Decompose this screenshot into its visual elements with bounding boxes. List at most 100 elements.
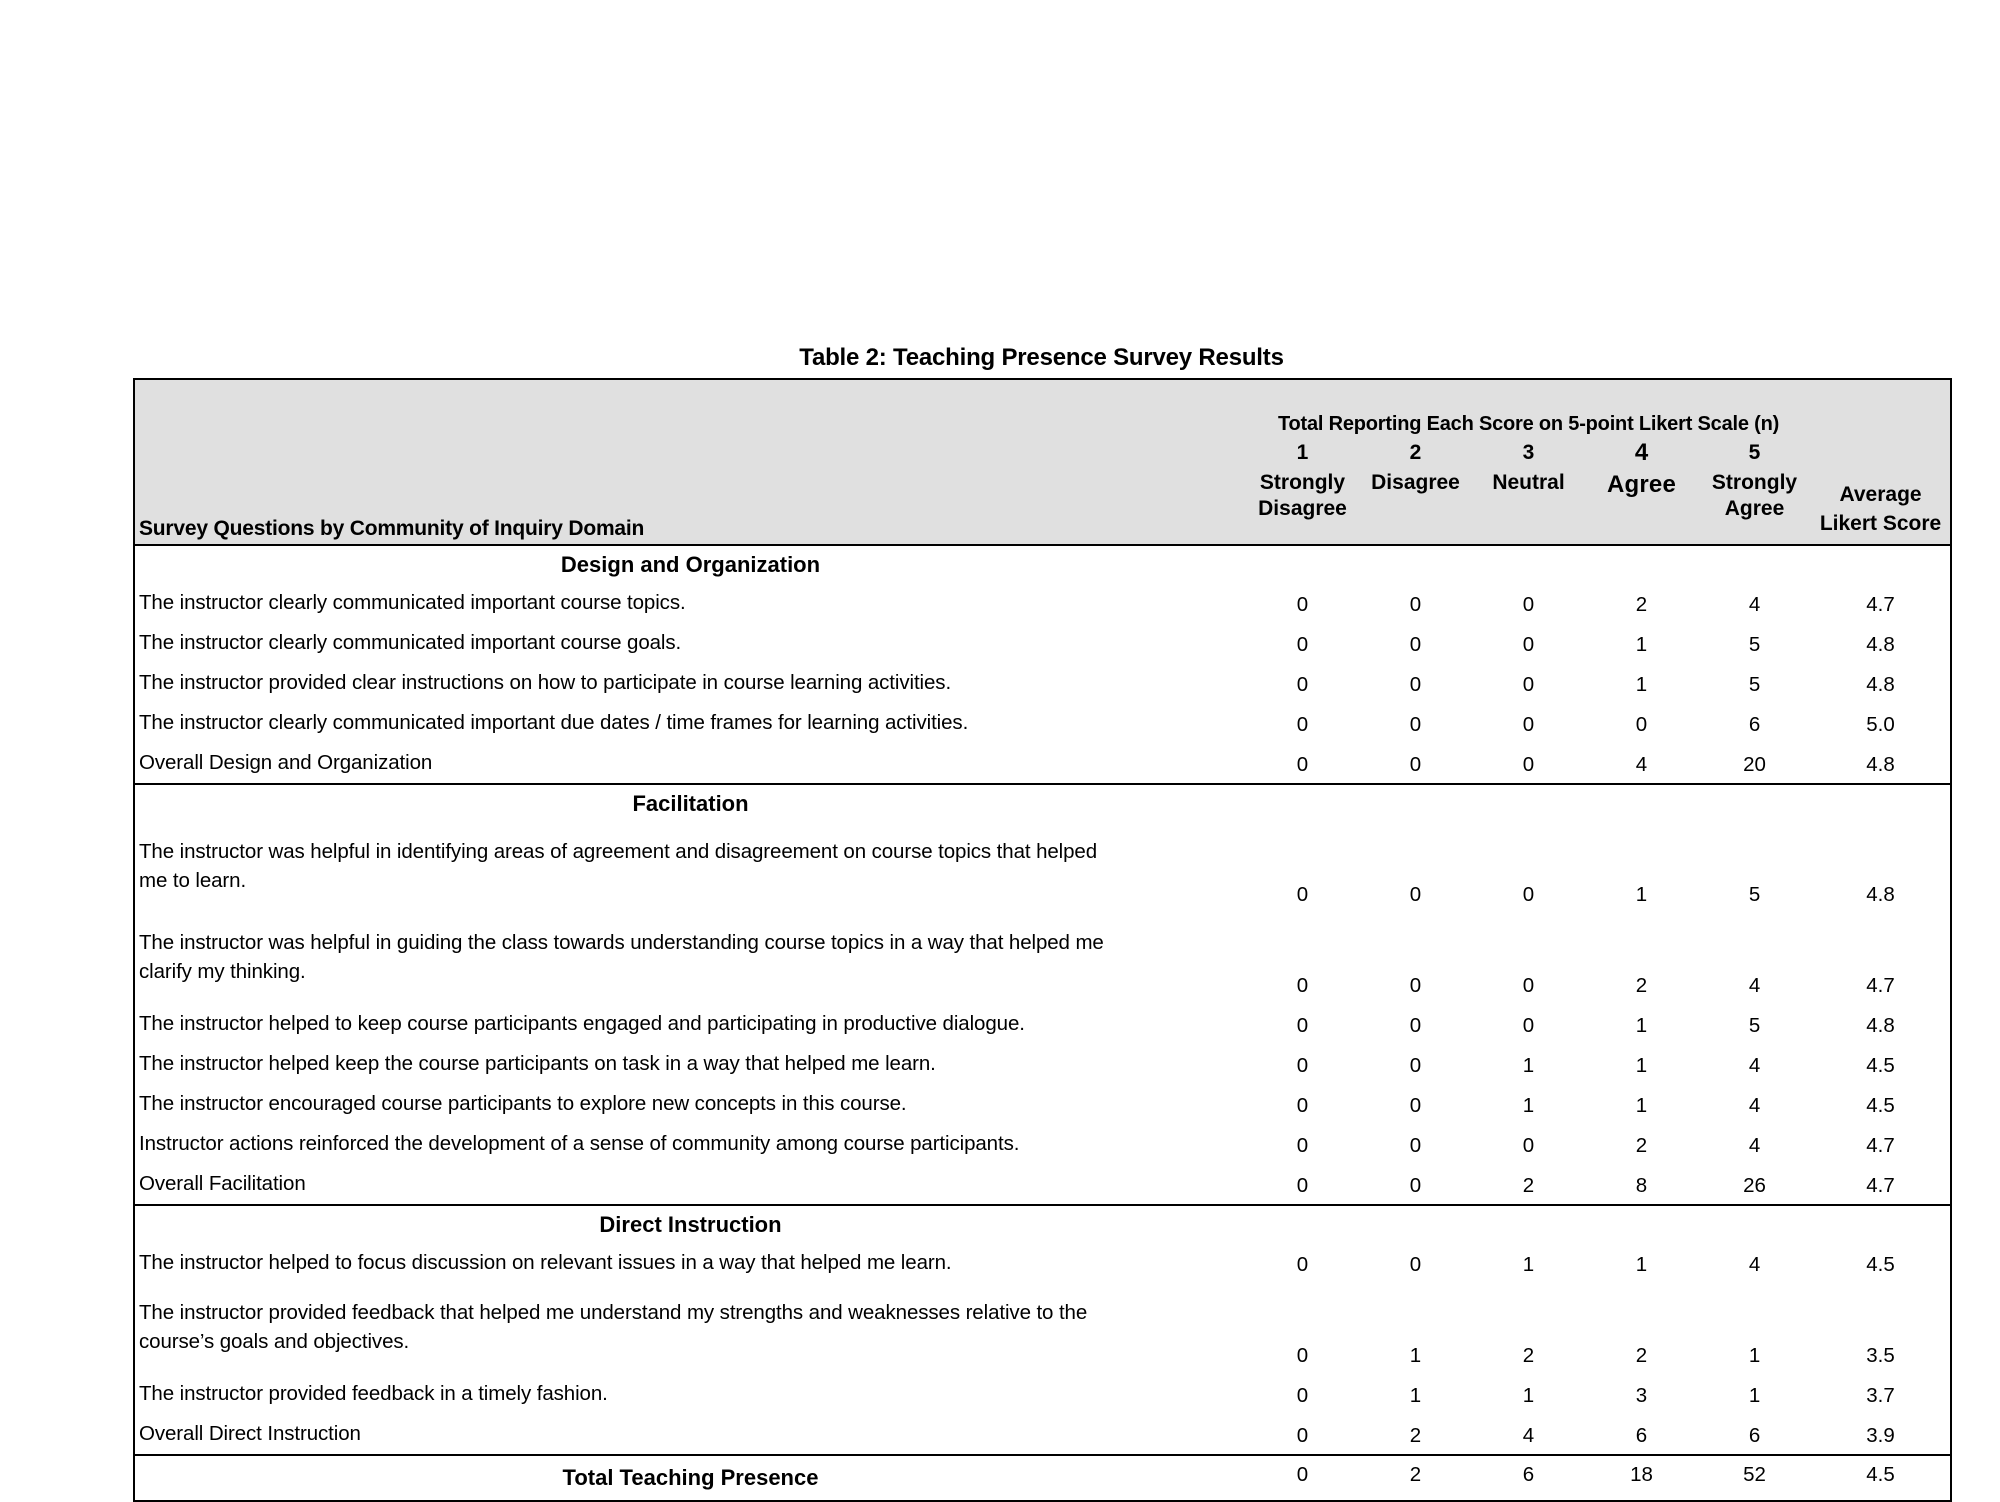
score-value-cell: 0: [1409, 1094, 1422, 1117]
score-value-cell: 0: [1296, 633, 1309, 656]
score-column-label-4: Agree: [1585, 469, 1698, 545]
score-value-cell: 6: [1635, 1424, 1648, 1447]
average-value-cell: 4.5: [1866, 1054, 1895, 1077]
empty-cell: [1698, 783, 1812, 822]
score-value-cell: 2: [1522, 1344, 1535, 1367]
score-value-cell: 52: [1698, 1454, 1812, 1501]
average-value-cell: 4.8: [1866, 633, 1895, 656]
score-value-cell: 0: [1296, 883, 1309, 906]
average-value-cell: 4.5: [1866, 1253, 1895, 1276]
average-value-cell: 4.8: [1866, 673, 1895, 696]
table-body: Design and Organization The instructor cl…: [134, 544, 1952, 1501]
score-value-cell: 0: [1246, 1454, 1359, 1501]
empty-cell: [1811, 783, 1952, 822]
score-value-cell: 0: [1409, 713, 1422, 736]
score-value-cell: 0: [1296, 713, 1309, 736]
section-header-row: Design and Organization: [134, 544, 1952, 583]
score-value-cell: 4: [1522, 1424, 1535, 1447]
score-value-cell: 8: [1635, 1174, 1648, 1197]
score-value-cell: 0: [1296, 1344, 1309, 1367]
score-value-cell: 3: [1635, 1384, 1648, 1407]
score-value-cell: 0: [1296, 1094, 1309, 1117]
score-value-cell: 1: [1409, 1384, 1422, 1407]
question-cell: The instructor provided feedback in a ti…: [139, 1382, 608, 1405]
score-value-cell: 0: [1522, 1134, 1535, 1157]
score-column-label-2: Disagree: [1359, 469, 1472, 545]
question-cell: The instructor helped keep the course pa…: [139, 1052, 936, 1075]
score-value-cell: 1: [1522, 1094, 1535, 1117]
average-value-cell: 4.8: [1866, 883, 1895, 906]
score-value-cell: 1: [1748, 1344, 1761, 1367]
question-cell: The instructor was helpful in identifyin…: [139, 840, 1098, 892]
score-value-cell: 0: [1522, 633, 1535, 656]
empty-cell: [1585, 544, 1698, 583]
empty-cell: [1811, 1204, 1952, 1243]
score-value-cell: 4: [1748, 1094, 1761, 1117]
score-value-cell: 0: [1296, 1384, 1309, 1407]
total-label: Total Teaching Presence: [134, 1454, 1246, 1501]
score-column-number-4: 4: [1585, 436, 1698, 469]
table-row: The instructor provided feedback that he…: [134, 1283, 1951, 1374]
score-column-number-2: 2: [1359, 436, 1472, 469]
table-row: The instructor was helpful in guiding th…: [134, 913, 1951, 1004]
question-cell: The instructor helped to keep course par…: [139, 1012, 1025, 1035]
question-cell: Overall Design and Organization: [139, 751, 433, 774]
score-value-cell: 6: [1748, 713, 1761, 736]
table-row: Overall Direct Instruction 0 2 4 6 6 3.9: [134, 1414, 1951, 1455]
empty-cell: [1811, 544, 1952, 583]
question-cell: The instructor clearly communicated impo…: [139, 591, 686, 614]
score-value-cell: 5: [1748, 883, 1761, 906]
average-value-cell: 4.5: [1866, 1094, 1895, 1117]
question-cell: The instructor clearly communicated impo…: [139, 711, 969, 734]
table-row: The instructor helped keep the course pa…: [134, 1044, 1951, 1084]
average-value-cell: 3.7: [1866, 1384, 1895, 1407]
empty-cell: [1359, 783, 1472, 822]
score-value-cell: 2: [1635, 1344, 1648, 1367]
score-value-cell: 4: [1748, 974, 1761, 997]
empty-cell: [1585, 1204, 1698, 1243]
score-value-cell: 0: [1522, 753, 1535, 776]
score-value-cell: 0: [1409, 673, 1422, 696]
empty-cell: [1359, 1204, 1472, 1243]
score-value-cell: 0: [1522, 974, 1535, 997]
score-value-cell: 0: [1522, 713, 1535, 736]
score-value-cell: 0: [1296, 1134, 1309, 1157]
question-column-header: Survey Questions by Community of Inquiry…: [134, 379, 1246, 545]
table-title: Table 2: Teaching Presence Survey Result…: [799, 344, 1284, 371]
score-value-cell: 1: [1635, 883, 1648, 906]
score-value-cell: 20: [1743, 753, 1766, 776]
score-value-cell: 0: [1409, 883, 1422, 906]
table-row: The instructor provided clear instructio…: [134, 663, 1951, 703]
score-value-cell: 1: [1635, 1014, 1648, 1037]
empty-cell: [1246, 544, 1359, 583]
score-value-cell: 2: [1635, 974, 1648, 997]
score-value-cell: 0: [1409, 1054, 1422, 1077]
table-row: The instructor helped to keep course par…: [134, 1004, 1951, 1044]
score-value-cell: 4: [1748, 1134, 1761, 1157]
score-value-cell: 0: [1522, 593, 1535, 616]
score-value-cell: 0: [1296, 593, 1309, 616]
score-value-cell: 0: [1296, 1054, 1309, 1077]
empty-cell: [1472, 1204, 1585, 1243]
average-value-cell: 4.8: [1866, 753, 1895, 776]
question-cell: The instructor encouraged course partici…: [139, 1092, 907, 1115]
average-value-cell: 4.5: [1811, 1454, 1952, 1501]
table-row: The instructor provided feedback in a ti…: [134, 1374, 1951, 1414]
empty-cell: [1472, 783, 1585, 822]
table-row: The instructor encouraged course partici…: [134, 1084, 1951, 1124]
empty-cell: [1246, 1204, 1359, 1243]
score-column-number-5: 5: [1698, 436, 1812, 469]
empty-cell: [1698, 544, 1812, 583]
score-value-cell: 0: [1409, 974, 1422, 997]
section-header-row: Facilitation: [134, 783, 1952, 822]
score-value-cell: 1: [1635, 1094, 1648, 1117]
table-header: Survey Questions by Community of Inquiry…: [134, 379, 1952, 545]
question-cell: The instructor clearly communicated impo…: [139, 631, 682, 654]
score-value-cell: 6: [1472, 1454, 1585, 1501]
score-value-cell: 26: [1743, 1174, 1766, 1197]
empty-cell: [1698, 1204, 1812, 1243]
score-value-cell: 0: [1296, 753, 1309, 776]
score-value-cell: 0: [1409, 1253, 1422, 1276]
average-column-header: Average Likert Score: [1811, 379, 1952, 545]
